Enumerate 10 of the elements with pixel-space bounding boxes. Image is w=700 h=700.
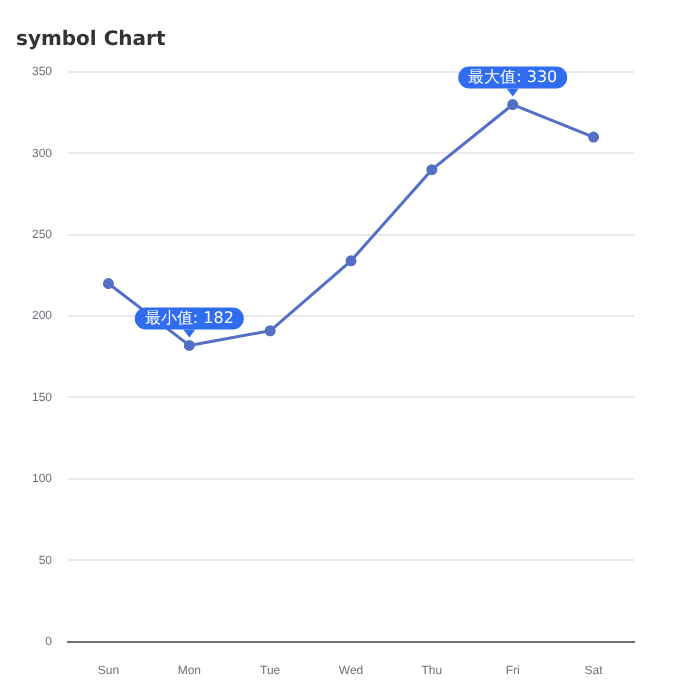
chart-title: symbol Chart (16, 29, 166, 52)
point (507, 99, 519, 111)
point (426, 164, 438, 176)
point (264, 325, 276, 337)
point (102, 278, 114, 290)
annotation: 最大值: 330 (468, 67, 558, 86)
point (345, 255, 357, 267)
point (183, 339, 195, 351)
annotation: 最小值: 182 (144, 308, 234, 327)
point (588, 131, 600, 143)
